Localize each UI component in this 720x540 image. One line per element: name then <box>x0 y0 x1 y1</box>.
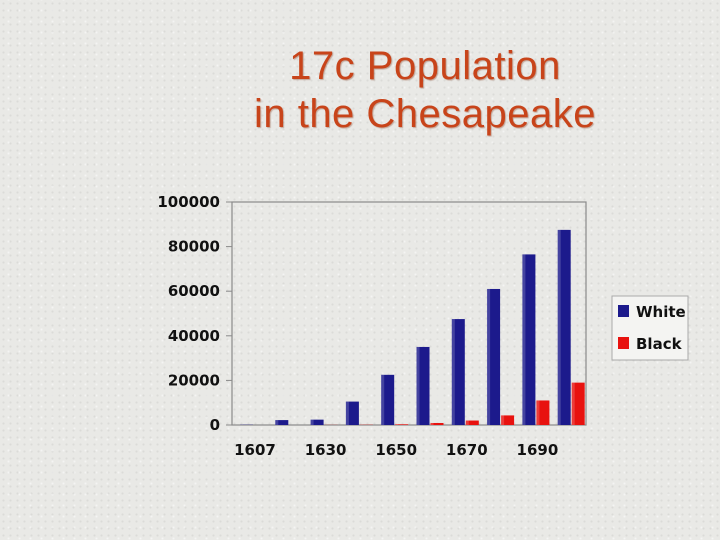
black-population-bar <box>395 424 409 425</box>
bar-highlight <box>465 420 469 425</box>
bar-group <box>487 288 515 425</box>
bar-group <box>275 420 289 425</box>
legend-swatch-black <box>618 337 629 349</box>
bar-highlight <box>557 229 561 425</box>
bar-highlight <box>275 420 279 425</box>
x-tick-label: 1607 <box>234 441 276 459</box>
slide-title: 17c Population in the Chesapeake <box>0 42 720 138</box>
black-population-bar <box>430 422 444 425</box>
bar-highlight <box>310 419 314 425</box>
y-tick-label: 80000 <box>168 238 220 256</box>
y-tick-label: 100000 <box>157 193 220 211</box>
bar-group <box>345 401 373 425</box>
legend: White Black <box>611 295 689 361</box>
x-tick-label: 1650 <box>375 441 417 459</box>
legend-label-white: White <box>636 303 686 321</box>
y-tick-label: 60000 <box>168 282 220 300</box>
white-population-bar <box>381 374 395 425</box>
x-tick-label: 1670 <box>446 441 488 459</box>
white-population-bar <box>310 419 324 425</box>
bar-highlight <box>501 415 505 425</box>
bar-group <box>557 229 585 425</box>
x-axis: 1607 1630 1650 1670 1690 <box>234 441 558 459</box>
black-population-bar <box>465 420 479 425</box>
black-population-bar <box>501 415 515 425</box>
y-tick-label: 40000 <box>168 327 220 345</box>
white-population-bar <box>522 254 536 425</box>
plot-area <box>231 201 587 426</box>
bar-highlight <box>571 382 575 425</box>
white-population-bar <box>416 346 430 425</box>
y-tick-label: 20000 <box>168 371 220 389</box>
plot-frame <box>231 201 587 426</box>
y-axis: 0 20000 40000 60000 80000 100000 <box>157 193 232 434</box>
bar-group <box>416 346 444 425</box>
bar-highlight <box>487 288 491 425</box>
bar-highlight <box>345 401 349 425</box>
bar-group <box>381 374 409 425</box>
black-population-bar <box>536 400 550 425</box>
bar-highlight <box>451 319 455 425</box>
title-line-1: 17c Population <box>289 44 561 88</box>
bar-highlight <box>430 422 434 425</box>
bar-group <box>451 319 479 425</box>
bar-highlight <box>522 254 526 425</box>
legend-swatch-white <box>618 305 629 317</box>
white-population-bar <box>557 229 571 425</box>
x-tick-label: 1690 <box>517 441 559 459</box>
legend-label-black: Black <box>636 335 683 353</box>
bar-highlight <box>416 346 420 425</box>
white-population-bar <box>487 288 501 425</box>
y-tick-label: 0 <box>210 416 220 434</box>
bars <box>240 229 585 425</box>
white-population-bar <box>275 420 289 425</box>
bar-highlight <box>536 400 540 425</box>
bar-group <box>522 254 550 425</box>
black-population-bar <box>571 382 585 425</box>
title-line-2: in the Chesapeake <box>253 92 597 136</box>
bar-highlight <box>395 424 399 425</box>
x-tick-label: 1630 <box>305 441 347 459</box>
white-population-bar <box>451 319 465 425</box>
bar-group <box>310 419 338 425</box>
white-population-bar <box>345 401 359 425</box>
bar-highlight <box>381 374 385 425</box>
